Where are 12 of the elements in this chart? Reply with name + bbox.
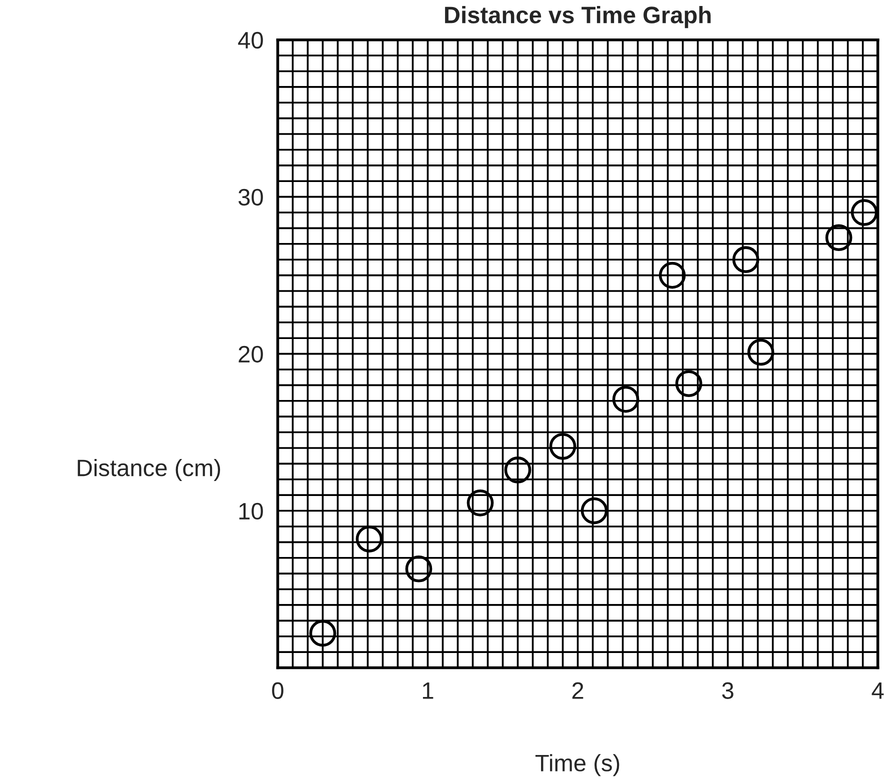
y-axis-title: Distance (cm) bbox=[78, 458, 220, 481]
x-tick-label: 4 bbox=[872, 682, 884, 699]
chart-title: Distance vs Time Graph bbox=[445, 6, 711, 28]
x-axis-title: Time (s) bbox=[535, 754, 620, 776]
y-tick-label: 40 bbox=[238, 32, 263, 49]
x-tick-label: 3 bbox=[722, 682, 734, 699]
x-tick-label: 2 bbox=[572, 682, 584, 699]
x-tick-label: 0 bbox=[272, 682, 284, 699]
y-tick-label: 10 bbox=[239, 502, 263, 520]
x-tick-label: 1 bbox=[422, 682, 434, 699]
y-tick-label: 30 bbox=[238, 188, 263, 206]
y-tick-label: 20 bbox=[238, 346, 263, 363]
